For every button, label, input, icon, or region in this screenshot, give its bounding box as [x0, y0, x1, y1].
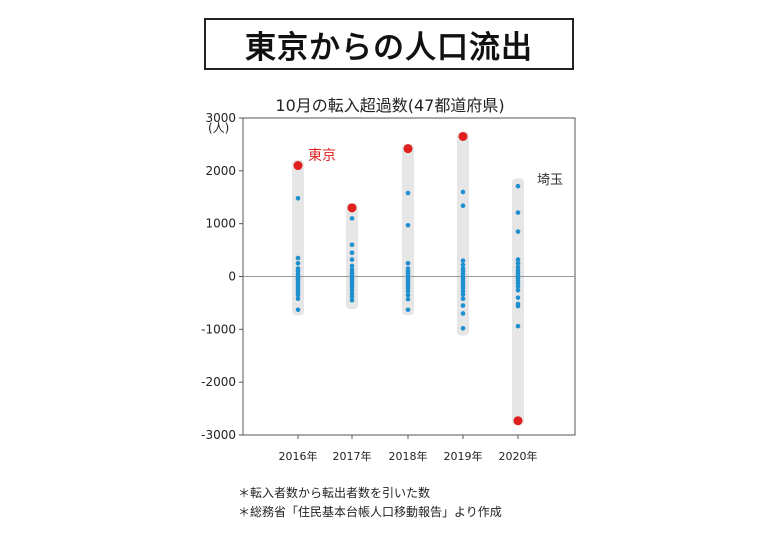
range-bar-3: [457, 131, 469, 336]
x-tick-label-4: 2020年: [499, 449, 538, 463]
prefecture-point-4-4: [515, 260, 521, 266]
prefecture-point-3-17: [460, 311, 466, 316]
prefecture-point-4-5: [515, 264, 521, 270]
annotation-tokyo: 東京: [308, 148, 336, 164]
prefecture-point-2-3: [405, 266, 411, 271]
prefecture-point-0-0: [295, 196, 301, 201]
prefecture-point-0-15: [295, 292, 301, 298]
x-tick-label-0: 2016年: [279, 449, 318, 463]
prefecture-point-2-13: [405, 292, 411, 298]
y-tick-label-1: 2000: [205, 164, 236, 178]
prefecture-point-2-11: [405, 285, 411, 291]
prefecture-point-4-1: [515, 210, 521, 215]
footnote-1: ＊転入者数から転出者数を引いた数: [238, 486, 431, 500]
page-title: 東京からの人口流出: [245, 29, 533, 66]
title-box: 東京からの人口流出: [204, 18, 574, 70]
prefecture-point-1-1: [349, 242, 355, 248]
prefecture-point-1-0: [349, 216, 355, 221]
y-tick-label-6: -3000: [201, 428, 236, 442]
prefecture-point-3-16: [460, 303, 466, 308]
prefecture-point-4-11: [515, 281, 521, 286]
prefecture-point-1-3: [349, 257, 355, 262]
prefecture-point-1-15: [349, 294, 355, 299]
prefecture-point-2-14: [405, 296, 411, 302]
tokyo-point-0: [293, 161, 303, 171]
prefecture-point-4-16: [515, 303, 521, 309]
prefecture-point-2-15: [405, 307, 411, 313]
prefecture-point-1-14: [349, 291, 355, 296]
prefecture-point-4-12: [515, 284, 521, 289]
prefecture-point-2-12: [405, 288, 411, 294]
prefecture-point-2-1: [405, 222, 411, 228]
prefecture-point-2-0: [405, 190, 411, 196]
prefecture-point-4-0: [515, 183, 521, 189]
y-tick-label-3: 0: [228, 270, 236, 284]
prefecture-point-0-1: [295, 255, 301, 261]
prefecture-point-3-14: [460, 292, 466, 297]
prefecture-point-4-2: [515, 229, 521, 234]
prefecture-point-1-4: [349, 263, 355, 269]
prefecture-point-2-2: [405, 260, 411, 266]
x-tick-label-2: 2018年: [389, 449, 428, 463]
prefecture-point-3-3: [460, 262, 466, 268]
tokyo-point-2: [403, 144, 413, 154]
prefecture-point-3-0: [460, 189, 466, 195]
prefecture-point-4-3: [515, 257, 521, 262]
x-tick-label-1: 2017年: [333, 449, 372, 463]
prefecture-point-1-13: [349, 287, 355, 293]
tokyo-point-3: [458, 131, 468, 141]
prefecture-point-1-16: [349, 297, 355, 303]
prefecture-point-0-17: [295, 307, 301, 313]
annotation-saitama: 埼玉: [537, 173, 563, 188]
prefecture-point-3-13: [460, 288, 466, 294]
range-bar-2: [402, 144, 414, 316]
y-tick-label-4: -1000: [201, 322, 236, 336]
prefecture-point-3-15: [460, 296, 466, 301]
tokyo-point-1: [347, 203, 357, 213]
range-bar-1: [346, 203, 358, 310]
prefecture-point-3-12: [460, 285, 466, 291]
x-tick-label-3: 2019年: [444, 449, 483, 463]
tokyo-point-4: [513, 416, 523, 426]
prefecture-point-4-17: [515, 323, 521, 329]
prefecture-point-3-2: [460, 258, 466, 263]
y-tick-label-2: 1000: [205, 217, 236, 231]
y-tick-label-5: -2000: [201, 375, 236, 389]
prefecture-point-0-16: [295, 296, 301, 301]
prefecture-point-1-12: [349, 284, 355, 290]
prefecture-point-1-2: [349, 250, 355, 256]
footnote-2: ＊総務省「住民基本台帳人口移動報告」より作成: [238, 505, 502, 519]
prefecture-point-4-14: [515, 295, 521, 300]
footnotes: ＊転入者数から転出者数を引いた数 ＊総務省「住民基本台帳人口移動報告」より作成: [238, 484, 502, 522]
chart-subtitle: 10月の転入超過数(47都道府県): [275, 96, 505, 115]
y-axis-label: (人): [208, 121, 229, 135]
prefecture-point-3-18: [460, 325, 466, 331]
prefecture-point-4-13: [515, 287, 521, 293]
y-tick-label-0: 3000: [205, 111, 236, 125]
prefecture-point-0-2: [295, 260, 301, 266]
prefecture-point-3-1: [460, 203, 466, 209]
